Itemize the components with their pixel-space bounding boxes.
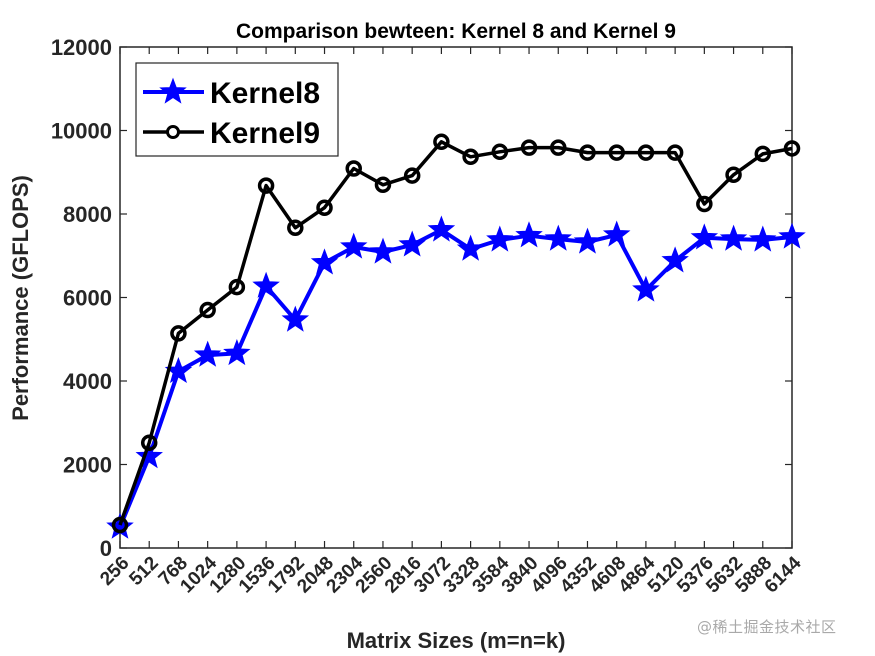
circle-marker <box>579 144 596 161</box>
circle-marker <box>491 143 509 161</box>
circle-marker <box>199 301 216 319</box>
star-marker <box>602 220 631 247</box>
circle-marker <box>316 199 333 216</box>
series-layer <box>106 133 806 539</box>
circle-marker <box>550 139 567 156</box>
circle-marker <box>520 139 538 156</box>
star-marker <box>427 215 456 242</box>
star-marker <box>281 305 310 332</box>
circle-marker <box>725 166 742 184</box>
circle-marker <box>287 219 304 237</box>
circle-marker <box>170 325 187 342</box>
series-kernel9 <box>111 133 801 534</box>
star-marker <box>515 221 543 248</box>
circle-marker <box>666 144 684 161</box>
circle-marker <box>257 177 275 194</box>
legend-item-kernel8: Kernel8 <box>143 77 320 110</box>
circle-marker <box>228 278 246 296</box>
circle-marker <box>462 148 479 166</box>
circle-marker <box>140 434 158 452</box>
x-axis-label: Matrix Sizes (m=n=k) <box>347 628 566 653</box>
circle-marker <box>783 140 801 157</box>
y-tick-label: 0 <box>100 536 112 561</box>
circle-marker <box>433 133 450 151</box>
legend: Kernel8 Kernel9 <box>135 62 339 157</box>
legend-label: Kernel9 <box>210 117 320 150</box>
x-axis: 2565127681024128015361792204823042560281… <box>96 47 806 597</box>
star-marker <box>310 248 339 275</box>
y-tick-label: 2000 <box>63 453 112 478</box>
star-marker <box>223 338 251 366</box>
circle-marker <box>637 144 655 161</box>
circle-marker <box>111 516 129 534</box>
star-marker <box>719 224 748 251</box>
legend-box <box>135 62 339 157</box>
star-marker <box>486 225 514 252</box>
circle-marker <box>374 176 392 194</box>
circle-marker <box>345 160 362 177</box>
legend-label: Kernel8 <box>210 77 320 110</box>
star-marker <box>632 275 660 302</box>
circle-marker <box>754 145 772 163</box>
y-tick-label: 4000 <box>63 369 112 394</box>
star-marker <box>690 223 719 250</box>
circle-icon <box>166 125 180 139</box>
star-marker <box>573 227 602 254</box>
star-marker <box>252 271 280 298</box>
circle-marker <box>696 195 713 213</box>
star-marker <box>544 224 572 251</box>
star-marker <box>193 340 222 367</box>
y-tick-label: 10000 <box>51 119 112 144</box>
star-marker <box>778 222 806 249</box>
star-marker <box>661 246 689 273</box>
circle-marker <box>608 144 625 161</box>
y-tick-label: 12000 <box>51 35 112 60</box>
y-tick-label: 8000 <box>63 202 112 227</box>
star-marker <box>135 442 163 469</box>
y-axis-label: Performance (GFLOPS) <box>8 175 33 421</box>
star-marker <box>749 225 777 252</box>
star-marker <box>456 234 485 261</box>
series-kernel8 <box>106 215 806 539</box>
star-marker <box>340 232 368 259</box>
star-icon <box>159 77 187 104</box>
legend-item-kernel9: Kernel9 <box>143 117 320 150</box>
watermark: @稀土掘金技术社区 <box>697 618 837 636</box>
y-axis: 0 2000 4000 6000 8000 10000 12000 <box>51 35 792 561</box>
star-marker <box>398 230 426 257</box>
y-tick-label: 6000 <box>63 286 112 311</box>
chart-title: Comparison bewteen: Kernel 8 and Kernel … <box>236 20 676 43</box>
star-marker <box>369 237 397 264</box>
circle-marker <box>403 167 421 184</box>
